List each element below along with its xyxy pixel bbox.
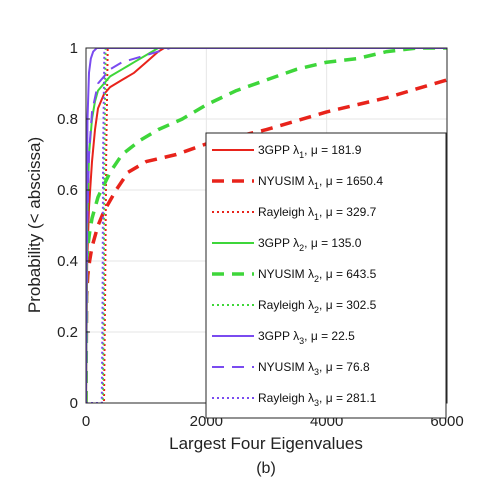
series-line-2: [86, 78, 447, 403]
series-line-4: [86, 48, 159, 403]
y-tick-label-4: 0.8: [57, 111, 78, 128]
series-line-3: [86, 48, 447, 403]
legend-label-6: Rayleigh λ2, μ = 302.5: [258, 298, 377, 315]
legend-label-9: Rayleigh λ3, μ = 281.1: [258, 391, 377, 408]
legend-label-8: NYUSIM λ3, μ = 76.8: [258, 360, 370, 377]
legend-label-5: NYUSIM λ2, μ = 643.5: [258, 267, 377, 284]
legend-label-2: NYUSIM λ1, μ = 1650.4: [258, 174, 383, 191]
y-tick-label-1: 0.2: [57, 324, 78, 341]
legend: 3GPP λ1, μ = 181.9 NYUSIM λ1, μ = 1650.4 R…: [205, 132, 447, 419]
x-tick-label-0: 0: [82, 413, 90, 430]
y-axis-label: Probability (< abscissa): [25, 137, 44, 313]
legend-box: [205, 132, 447, 419]
series-line-7: [86, 48, 447, 403]
y-tick-label-2: 0.4: [57, 253, 78, 270]
y-tick-label-5: 1: [70, 40, 78, 57]
legend-label-7: 3GPP λ3, μ = 22.5: [258, 329, 355, 346]
series-line-1: [86, 48, 165, 403]
legend-label-1: 3GPP λ1, μ = 181.9: [258, 143, 362, 160]
y-tick-label-3: 0.6: [57, 182, 78, 199]
y-tick-label-0: 0: [70, 395, 78, 412]
legend-label-4: 3GPP λ2, μ = 135.0: [258, 236, 362, 253]
series-layer: [86, 48, 447, 403]
series-line-5: [86, 48, 447, 403]
legend-label-3: Rayleigh λ1, μ = 329.7: [258, 205, 377, 222]
series-line-8: [86, 48, 447, 403]
x-axis-label: Largest Four Eigenvalues: [169, 434, 363, 453]
figure-caption: (b): [256, 460, 276, 477]
